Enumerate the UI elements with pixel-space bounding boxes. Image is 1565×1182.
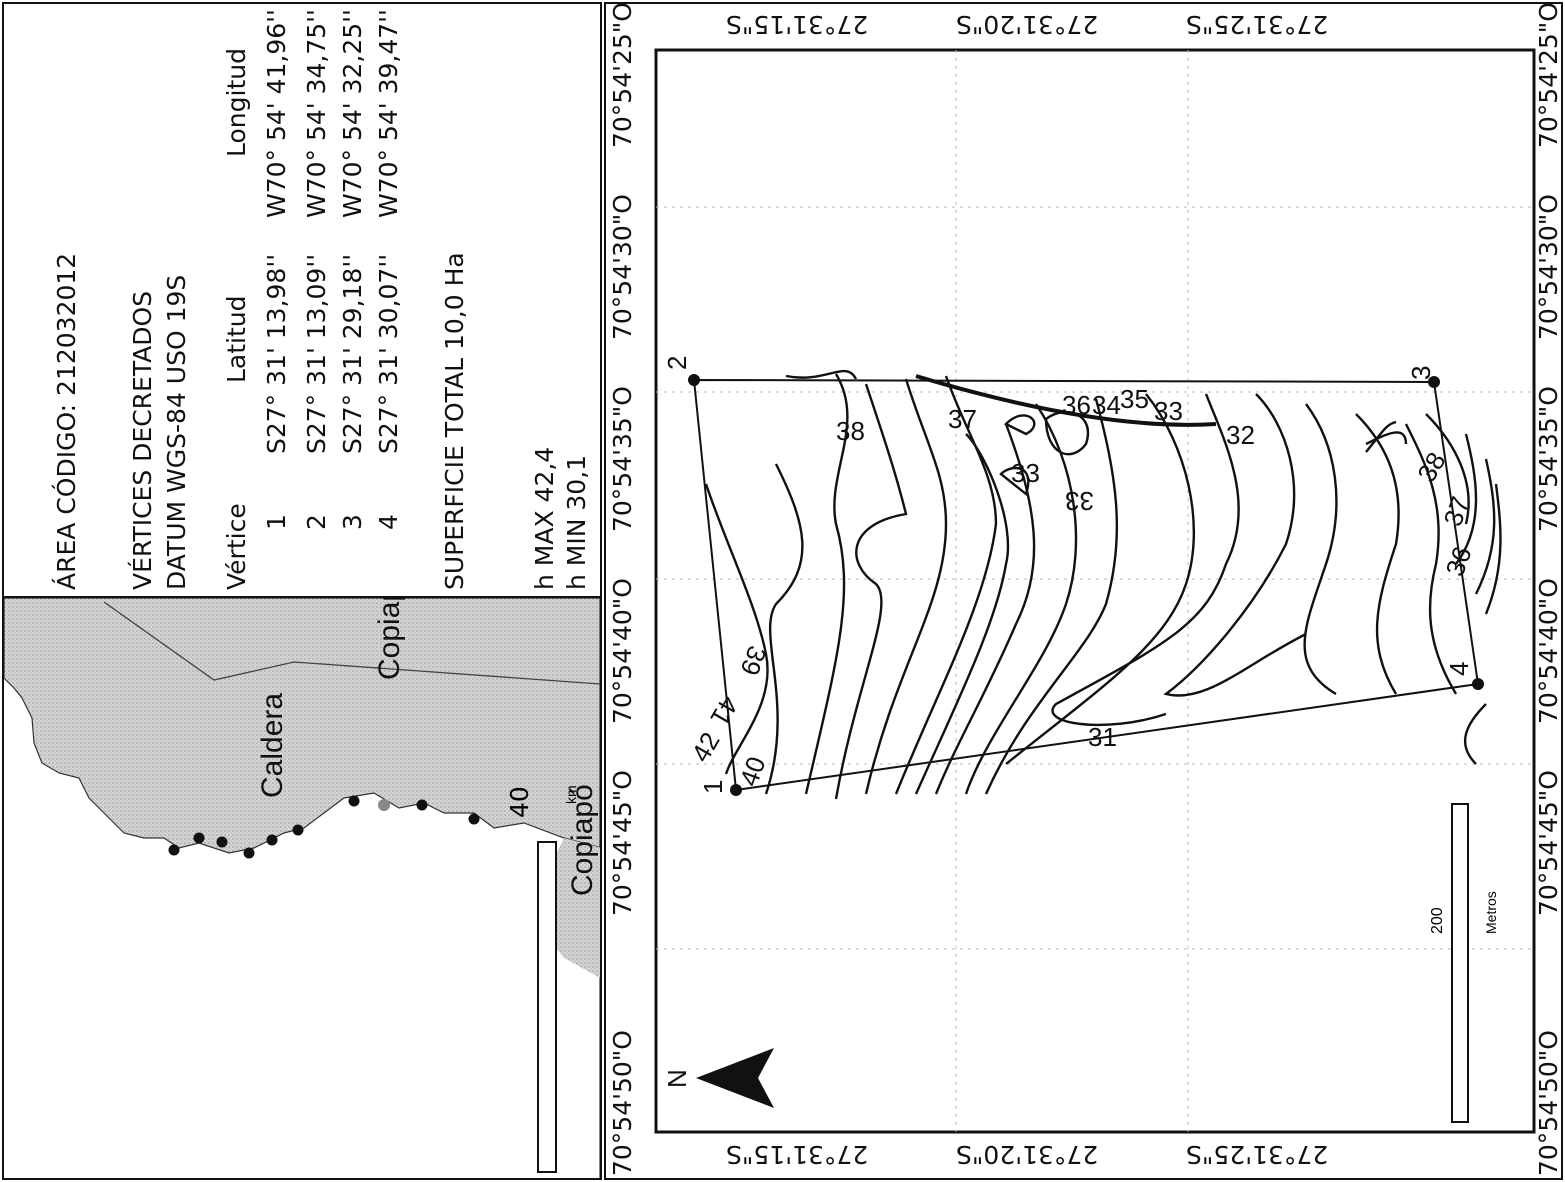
lon-tick-left: 70°54'30"O — [608, 194, 637, 340]
table-header-lat: Latitud — [222, 295, 251, 383]
coastal-points — [168, 795, 480, 859]
table-header-vertex: Vértice — [222, 503, 251, 590]
h-min-text: h MIN 30,1 — [562, 454, 591, 590]
contour-label: 37 — [1437, 493, 1475, 530]
table-row-lon: W70° 54' 39,47'' — [374, 9, 403, 218]
lat-tick-bottom: 27°31'25"S — [1186, 1140, 1329, 1169]
lon-tick-right: 70°54'40"O — [1534, 578, 1563, 724]
vertex-label-1: 1 — [698, 780, 728, 794]
contour-label: 33 — [1065, 486, 1094, 516]
contour-label: 38 — [1411, 447, 1451, 487]
main-scale-unit: Metros — [1483, 891, 1499, 934]
vertex-label-3: 3 — [1406, 366, 1436, 380]
table-row-lat: S27° 31' 29,18'' — [338, 253, 367, 454]
land-area — [4, 598, 600, 1178]
main-map-panel: 2 1 3 4 38 37 36 34 35 33 33 33 32 31 38… — [604, 2, 1563, 1180]
place-copiapo-city: Copiapó — [566, 784, 599, 896]
contour-label: 41 — [704, 691, 744, 731]
lat-tick-top: 27°31'20"S — [956, 10, 1099, 39]
lon-tick-right: 70°54'45"O — [1534, 770, 1563, 916]
lat-tick-top: 27°31'25"S — [1186, 10, 1329, 39]
datum-text: DATUM WGS-84 USO 19S — [162, 274, 191, 590]
inset-scale-unit: km — [563, 785, 579, 804]
lon-tick-left: 70°54'40"O — [608, 578, 637, 724]
area-code-text: ÁREA CÓDIGO: 212032012 — [52, 252, 81, 590]
main-scale-bar — [1451, 803, 1469, 1123]
contour-label: 33 — [1154, 396, 1183, 426]
table-row-lat: S27° 31' 13,98'' — [262, 253, 291, 454]
lat-tick-top: 27°31'15"S — [726, 10, 869, 39]
lon-tick-right: 70°54'50"O — [1534, 1030, 1563, 1176]
table-row-lat: S27° 31' 30,07'' — [374, 253, 403, 454]
place-caldera: Caldera — [256, 693, 289, 798]
table-row-lon: W70° 54' 32,25'' — [338, 9, 367, 218]
table-row-vertex: 1 — [262, 514, 291, 530]
contour-label: 37 — [948, 404, 977, 434]
place-copiapo-region: Copiapó — [373, 598, 406, 680]
lat-tick-bottom: 27°31'20"S — [956, 1140, 1099, 1169]
main-scale-value: 200 — [1429, 907, 1446, 934]
lon-tick-left: 70°54'25"O — [608, 2, 637, 148]
contour-label: 33 — [1011, 458, 1040, 488]
north-arrow-icon — [696, 1048, 774, 1108]
table-row-lon: W70° 54' 34,75'' — [302, 9, 331, 218]
contour-label: 36 — [1439, 543, 1477, 580]
lon-tick-left: 70°54'50"O — [608, 1030, 637, 1176]
main-map: 2 1 3 4 38 37 36 34 35 33 33 33 32 31 38… — [654, 48, 1536, 1134]
inset-scale-value: 40 — [505, 786, 534, 818]
lat-tick-bottom: 27°31'15"S — [726, 1140, 869, 1169]
surface-text: SUPERFICIE TOTAL 10,0 Ha — [440, 252, 469, 590]
vertices-title: VÉRTICES DECRETADOS — [128, 290, 157, 590]
contour-label: 34 — [1092, 390, 1121, 420]
table-row-vertex: 2 — [302, 514, 331, 530]
vertex-points — [688, 374, 1484, 796]
contour-label: 32 — [1226, 420, 1255, 450]
vertex-label-2: 2 — [662, 356, 692, 370]
table-row-vertex: 4 — [374, 514, 403, 530]
contour-label: 42 — [685, 727, 725, 767]
lon-tick-right: 70°54'30"O — [1534, 194, 1563, 340]
table-header-lon: Longitud — [222, 48, 251, 157]
contour-label: 36 — [1062, 390, 1091, 420]
inset-map-panel: Caldera Copiapó Copiapó 40 km — [2, 596, 602, 1180]
contour-label: 38 — [836, 416, 865, 446]
contour-lines — [704, 369, 1502, 800]
inset-scale-bar — [537, 841, 557, 1173]
north-label: N — [662, 1069, 692, 1088]
contour-label: 31 — [1088, 722, 1117, 752]
contour-label: 35 — [1120, 384, 1149, 414]
vertex-label-4: 4 — [1444, 662, 1474, 676]
table-row-lat: S27° 31' 13,09'' — [302, 253, 331, 454]
lon-tick-left: 70°54'35"O — [608, 386, 637, 532]
lon-tick-left: 70°54'45"O — [608, 770, 637, 916]
inset-map: Caldera Copiapó Copiapó 40 km — [4, 598, 600, 1178]
contour-label: 40 — [733, 753, 771, 790]
table-row-vertex: 3 — [338, 514, 367, 530]
lon-tick-right: 70°54'25"O — [1534, 2, 1563, 148]
h-max-text: h MAX 42,4 — [530, 446, 559, 590]
table-row-lon: W70° 54' 41,96'' — [262, 9, 291, 218]
lon-tick-right: 70°54'35"O — [1534, 386, 1563, 532]
